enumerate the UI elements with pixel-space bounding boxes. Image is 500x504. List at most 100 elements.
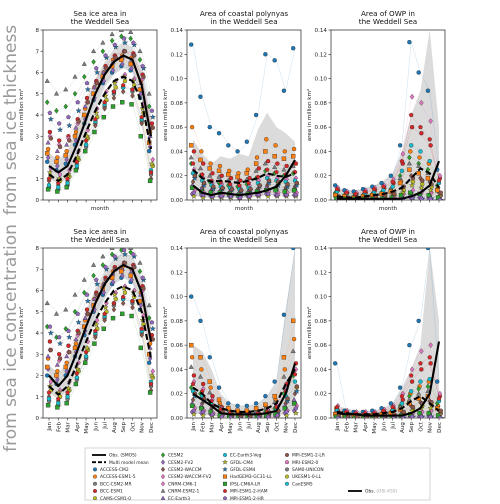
model-marker bbox=[122, 49, 128, 54]
model-marker bbox=[401, 409, 406, 415]
model-line bbox=[192, 248, 296, 407]
model-marker bbox=[264, 167, 270, 172]
x-tick-label: Jan bbox=[191, 422, 197, 432]
model-marker bbox=[425, 88, 431, 93]
model-marker bbox=[46, 396, 52, 402]
model-marker bbox=[265, 414, 271, 418]
model-marker bbox=[150, 156, 156, 163]
model-marker bbox=[73, 129, 79, 135]
model-marker bbox=[425, 248, 431, 251]
model-marker bbox=[101, 114, 106, 120]
y-tick-label: 0.10 bbox=[171, 77, 184, 83]
y-tick-label: 5 bbox=[35, 92, 39, 98]
y-tick-label: 0.02 bbox=[315, 174, 327, 180]
model-marker bbox=[275, 161, 280, 166]
model-marker bbox=[54, 373, 59, 378]
model-marker bbox=[65, 394, 70, 399]
model-marker bbox=[120, 272, 125, 279]
model-marker bbox=[93, 277, 99, 282]
model-marker bbox=[121, 248, 127, 253]
model-marker bbox=[200, 412, 207, 418]
model-marker bbox=[188, 364, 194, 369]
obs-smos-line bbox=[48, 54, 153, 174]
y-tick-label: 0.14 bbox=[171, 246, 184, 252]
x-tick-label: Jan bbox=[47, 422, 53, 432]
row-label-thickness: from sea ice thickness bbox=[1, 25, 21, 215]
model-marker bbox=[390, 184, 395, 189]
model-marker bbox=[75, 99, 81, 105]
model-marker bbox=[200, 194, 207, 200]
model-marker bbox=[130, 87, 135, 92]
y-tick-label: 5 bbox=[35, 310, 39, 316]
model-marker bbox=[93, 116, 98, 122]
x-tick-label: Apr bbox=[75, 421, 81, 431]
model-marker bbox=[148, 372, 155, 379]
model-marker bbox=[137, 268, 143, 275]
model-marker bbox=[149, 325, 156, 332]
model-line bbox=[48, 38, 152, 124]
model-marker bbox=[118, 30, 124, 32]
model-marker bbox=[47, 339, 53, 344]
model-marker bbox=[56, 352, 62, 357]
model-marker bbox=[254, 155, 260, 160]
model-marker bbox=[120, 311, 125, 317]
model-marker bbox=[141, 286, 146, 291]
model-marker bbox=[291, 154, 296, 159]
model-marker bbox=[294, 180, 299, 186]
model-marker bbox=[76, 119, 81, 124]
legend-marker bbox=[160, 466, 166, 473]
model-marker bbox=[229, 186, 235, 192]
model-marker bbox=[281, 355, 287, 360]
x-tick-label: Feb bbox=[56, 422, 62, 432]
model-marker bbox=[91, 48, 97, 54]
model-marker bbox=[190, 411, 197, 417]
model-marker bbox=[104, 88, 109, 95]
x-tick-label: Jun bbox=[237, 422, 243, 432]
model-marker bbox=[333, 192, 338, 198]
model-marker bbox=[189, 355, 195, 360]
model-marker bbox=[54, 159, 59, 164]
legend-box bbox=[84, 447, 431, 501]
model-marker bbox=[428, 361, 433, 366]
y-tick-label: 6 bbox=[35, 289, 39, 295]
model-line bbox=[48, 51, 152, 148]
model-marker bbox=[198, 94, 203, 99]
chart-title-line: the Weddell Sea bbox=[71, 17, 129, 26]
model-marker bbox=[189, 143, 194, 148]
model-marker bbox=[83, 344, 91, 351]
model-marker bbox=[419, 196, 424, 200]
model-marker bbox=[294, 384, 299, 389]
model-marker bbox=[45, 154, 51, 161]
model-marker bbox=[149, 108, 155, 113]
legend-label: Obs. (OSI-450) bbox=[365, 489, 398, 495]
model-marker bbox=[56, 121, 62, 126]
model-marker bbox=[46, 176, 52, 181]
model-marker bbox=[190, 193, 197, 199]
model-marker bbox=[67, 138, 72, 143]
model-marker bbox=[291, 248, 296, 251]
x-tick-label: Aug bbox=[400, 422, 406, 433]
model-marker bbox=[63, 364, 68, 370]
model-marker bbox=[64, 360, 69, 365]
y-tick-label: 0.06 bbox=[171, 343, 184, 349]
model-marker bbox=[257, 183, 262, 188]
model-marker bbox=[146, 103, 152, 110]
model-marker bbox=[409, 93, 415, 100]
model-marker bbox=[57, 356, 63, 361]
model-marker bbox=[235, 403, 240, 409]
model-marker bbox=[417, 410, 422, 416]
y-tick-label: 0.14 bbox=[315, 246, 328, 252]
model-marker bbox=[237, 183, 242, 188]
y-tick-label: 7 bbox=[35, 49, 39, 55]
legend-label: EC-Earth3-Veg bbox=[230, 453, 262, 459]
x-tick-label: Apr bbox=[363, 421, 369, 431]
legend-marker bbox=[160, 488, 166, 493]
model-marker bbox=[137, 260, 143, 265]
model-marker bbox=[419, 131, 424, 136]
model-line bbox=[48, 51, 152, 145]
model-marker bbox=[283, 412, 290, 418]
legend-label: CESM2 bbox=[168, 453, 183, 459]
chart-title-line: in the Weddell Sea bbox=[210, 17, 277, 26]
y-axis-label: area in million km² bbox=[306, 89, 313, 141]
model-marker bbox=[399, 393, 405, 399]
